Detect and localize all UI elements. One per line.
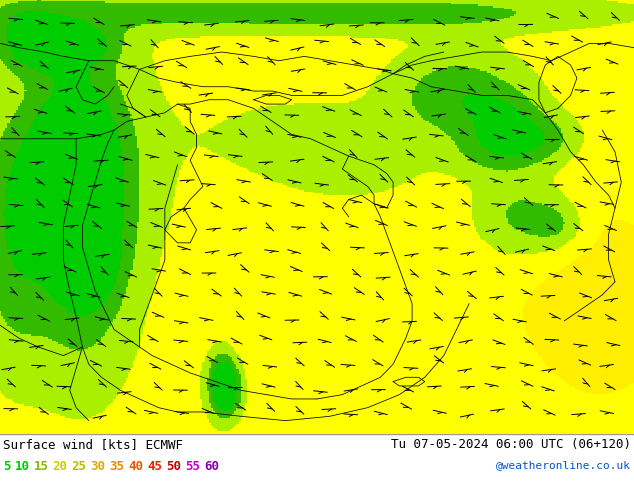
Text: 35: 35: [110, 460, 124, 473]
Text: 10: 10: [15, 460, 30, 473]
Text: Tu 07-05-2024 06:00 UTC (06+120): Tu 07-05-2024 06:00 UTC (06+120): [391, 438, 631, 451]
Text: 45: 45: [148, 460, 162, 473]
Text: @weatheronline.co.uk: @weatheronline.co.uk: [496, 460, 631, 470]
Text: 55: 55: [186, 460, 200, 473]
Text: 30: 30: [91, 460, 105, 473]
Text: 20: 20: [53, 460, 67, 473]
Text: 50: 50: [167, 460, 181, 473]
Text: 60: 60: [205, 460, 219, 473]
Text: 5: 5: [3, 460, 11, 473]
Text: 15: 15: [34, 460, 48, 473]
Text: 40: 40: [129, 460, 143, 473]
Text: Surface wind [kts] ECMWF: Surface wind [kts] ECMWF: [3, 438, 183, 451]
Text: 25: 25: [72, 460, 86, 473]
